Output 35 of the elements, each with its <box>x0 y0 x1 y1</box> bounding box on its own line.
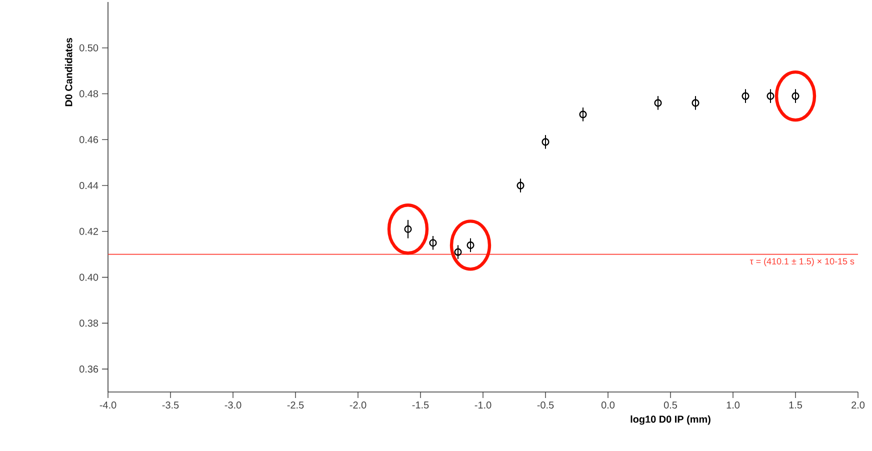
x-tick-label: -1.0 <box>474 402 492 409</box>
point <box>579 110 587 118</box>
x-tick-label: -4.0 <box>100 402 116 409</box>
x-tick-label: -0.5 <box>537 402 554 409</box>
ref-line-label: τ = (410.1 ± 1.5) × 10-15 s <box>750 258 854 266</box>
y-tick-label: 0.48 <box>79 90 98 98</box>
x-tick-label: 2.0 <box>852 402 865 409</box>
x-axis-title: log10 D0 IP (mm) <box>630 415 710 425</box>
y-tick-label: 0.40 <box>79 274 98 281</box>
point <box>766 92 774 100</box>
point <box>454 248 462 256</box>
x-tick-label: 1.5 <box>789 402 802 408</box>
y-tick-label: 0.44 <box>79 182 98 190</box>
x-tick-label: 0.0 <box>601 402 615 409</box>
y-tick-label: 0.36 <box>79 366 98 373</box>
point <box>792 92 800 100</box>
point <box>692 99 700 107</box>
x-tick-label: 1.0 <box>726 402 740 409</box>
x-tick-label: -3.0 <box>224 402 242 409</box>
point <box>516 182 524 190</box>
x-tick-label: -1.5 <box>412 402 429 408</box>
y-tick-label: 0.50 <box>79 44 98 52</box>
point <box>429 239 437 247</box>
y-axis-title: D0 Candidates <box>64 38 72 106</box>
y-tick-label: 0.46 <box>79 136 98 144</box>
x-tick-label: 0.5 <box>664 402 678 409</box>
x-tick-label: -2.0 <box>350 402 366 409</box>
point <box>466 241 474 249</box>
point <box>654 99 662 107</box>
y-tick-label: 0.42 <box>79 228 98 235</box>
x-tick-label: -3.5 <box>162 402 179 409</box>
point <box>542 138 550 146</box>
x-tick-label: -2.5 <box>287 402 304 409</box>
point <box>742 92 750 100</box>
y-tick-label: 0.38 <box>79 320 98 327</box>
